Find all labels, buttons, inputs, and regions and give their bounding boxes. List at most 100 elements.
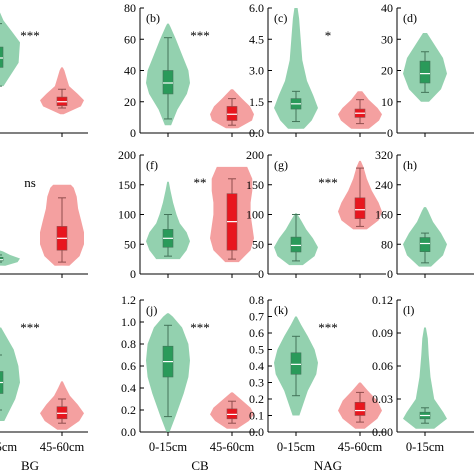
significance-label: *: [325, 28, 332, 43]
x-tick-label: 45-60cm: [338, 440, 383, 454]
y-tick-label: 0.06: [372, 359, 393, 373]
x-tick-label: 45-60cm: [40, 440, 85, 454]
y-tick-label: 1.5: [249, 95, 264, 109]
y-tick-label: 0.6: [121, 359, 136, 373]
y-tick-label: 1.2: [121, 293, 136, 307]
y-tick-label: 0.0: [249, 425, 264, 439]
significance-label: ns: [24, 175, 36, 190]
y-tick-label: 0.4: [121, 381, 136, 395]
y-tick-label: 4.5: [249, 32, 264, 46]
x-tick-label: 0-15cm: [149, 440, 187, 454]
y-tick-label: 200: [246, 148, 264, 162]
panel-6: 0 50 100 150 200 (g) ***: [246, 148, 386, 281]
x-axis-title: NAG: [314, 458, 342, 473]
x-axis-title: BG: [21, 458, 39, 473]
y-tick-label: 100: [246, 208, 264, 222]
y-tick-label: 0: [258, 267, 264, 281]
y-tick-label: 0.5: [249, 343, 264, 357]
violin-0-15cm: [0, 12, 20, 87]
significance-label: **: [194, 175, 207, 190]
violin-0-15cm: [0, 327, 20, 421]
y-tick-label: 0.2: [249, 392, 264, 406]
y-tick-label: 6.0: [249, 1, 264, 15]
y-tick-label: 0.4: [249, 359, 264, 373]
panel-label: (b): [146, 11, 160, 25]
box-iqr: [419, 237, 431, 252]
panel-5: 0 50 100 150 200 (f) **: [118, 148, 258, 281]
y-tick-label: 0.0: [249, 126, 264, 140]
panel-label: (f): [146, 158, 158, 172]
significance-label: ***: [190, 28, 210, 43]
y-tick-label: 3.0: [249, 64, 264, 78]
y-tick-label: 0.6: [249, 326, 264, 340]
y-tick-label: 60: [124, 32, 136, 46]
y-tick-label: 0.1: [249, 409, 264, 423]
panel-label: (j): [146, 303, 157, 317]
y-tick-label: 150: [246, 178, 264, 192]
y-tick-label: 0.12: [372, 293, 393, 307]
panel-4: ns: [0, 175, 88, 278]
y-tick-label: 0.7: [249, 310, 264, 324]
y-tick-label: 0.00: [372, 425, 393, 439]
y-tick-label: 1.0: [121, 315, 136, 329]
panel-9: 0.0 0.2 0.4 0.6 0.8 1.0 1.2 0-15cm 45-60cm (j) ***: [121, 293, 258, 454]
y-tick-label: 160: [375, 208, 393, 222]
box-iqr: [354, 197, 366, 219]
panel-3: 0 10 20 30 40 (d): [381, 1, 474, 140]
panel-label: (d): [403, 11, 417, 25]
y-tick-label: 20: [124, 95, 136, 109]
y-tick-label: 20: [381, 64, 393, 78]
y-tick-label: 0: [130, 126, 136, 140]
y-tick-label: 30: [381, 32, 393, 46]
box-iqr: [226, 106, 238, 121]
panel-label: (h): [403, 158, 417, 172]
y-tick-label: 40: [124, 64, 136, 78]
panel-1: 0 20 40 60 80 (b) *** CB: [124, 1, 258, 473]
box-iqr: [419, 60, 431, 84]
panel-label: (k): [274, 303, 288, 317]
significance-label: ***: [318, 175, 338, 190]
box-iqr: [0, 46, 4, 68]
y-tick-label: 0.2: [121, 403, 136, 417]
panel-8: 0-15cm 45-60cm ***: [0, 320, 88, 454]
y-tick-label: 0.3: [249, 376, 264, 390]
violin-0-15cm: [0, 250, 20, 266]
y-tick-label: 0.8: [121, 337, 136, 351]
x-tick-label: 0-15cm: [277, 440, 315, 454]
y-tick-label: 0.0: [121, 425, 136, 439]
y-tick-label: 100: [118, 208, 136, 222]
x-axis-title: CB: [191, 458, 209, 473]
violin-0-15cm: [403, 327, 447, 429]
panel-10: 0.0 0.1 0.2 0.3 0.4 0.5 0.6 0.7 0.8 0-15cm 45-60cm…: [249, 293, 386, 454]
significance-label: ***: [20, 320, 40, 335]
y-tick-label: 50: [252, 237, 264, 251]
y-tick-label: 150: [118, 178, 136, 192]
box-iqr: [162, 70, 174, 95]
x-tick-label: 45-60cm: [210, 440, 255, 454]
violin-0-15cm: [274, 8, 318, 129]
panel-0: *** BG: [0, 12, 88, 473]
x-tick-label: 0-15cm: [0, 440, 17, 454]
y-tick-label: 0: [387, 126, 393, 140]
box-iqr: [290, 352, 302, 375]
box-iqr: [290, 236, 302, 253]
panel-7: 0 80 160 240 320 (h): [375, 148, 474, 281]
y-tick-label: 0.09: [372, 326, 393, 340]
panel-label: (l): [403, 303, 414, 317]
y-tick-label: 40: [381, 1, 393, 15]
y-tick-label: 10: [381, 95, 393, 109]
x-tick-label: 0-15cm: [406, 440, 444, 454]
panel-2: 0.0 1.5 3.0 4.5 6.0 (c) * NAG: [249, 1, 386, 473]
y-tick-label: 80: [381, 237, 393, 251]
y-tick-label: 0: [130, 267, 136, 281]
box-iqr: [354, 401, 366, 416]
panel-11: 0.00 0.03 0.06 0.09 0.12 0-15cm (l): [372, 293, 474, 454]
significance-label: ***: [20, 28, 40, 43]
y-tick-label: 320: [375, 148, 393, 162]
y-tick-label: 0.8: [249, 293, 264, 307]
y-tick-label: 200: [118, 148, 136, 162]
panel-label: (c): [274, 11, 287, 25]
significance-label: ***: [190, 320, 210, 335]
significance-label: ***: [318, 320, 338, 335]
